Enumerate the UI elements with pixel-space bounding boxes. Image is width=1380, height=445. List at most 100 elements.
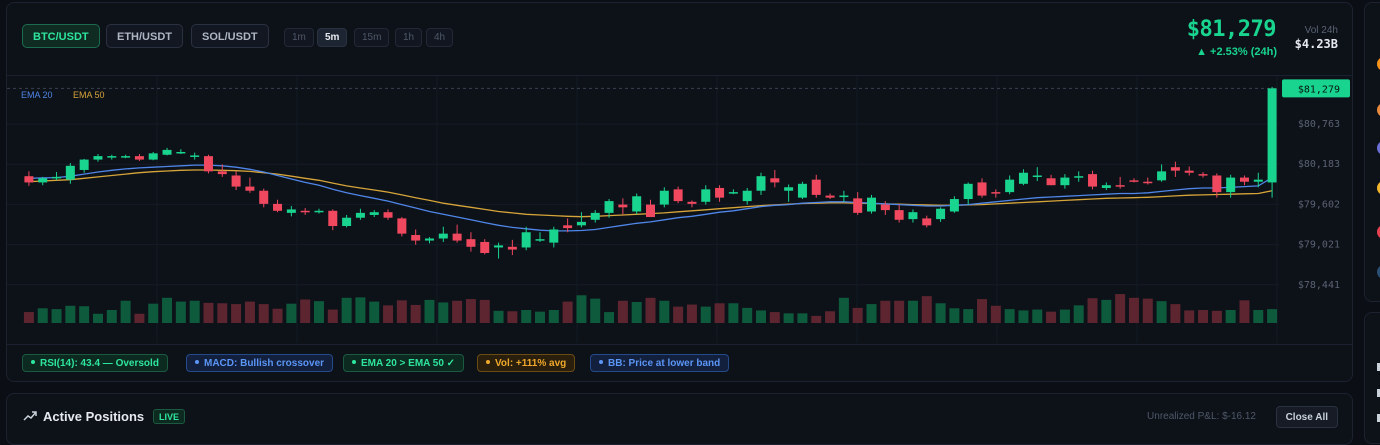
volume-bar [811, 315, 822, 323]
volume-bar [673, 306, 684, 323]
candle-body [38, 178, 48, 183]
candle-body [93, 156, 103, 160]
coin-icon[interactable] [1377, 265, 1380, 279]
volume-bar [852, 307, 863, 323]
volume-bar [120, 300, 131, 323]
candle-body [300, 210, 310, 213]
volume-bar [783, 313, 794, 323]
candle-body [797, 183, 807, 198]
candle-body [190, 155, 200, 157]
candle-body [107, 156, 117, 158]
candle-body [839, 195, 849, 198]
volume-bar [686, 304, 697, 323]
candle-body [245, 186, 255, 191]
candle-body [922, 218, 932, 226]
indicator-volume: Vol: +111% avg [477, 354, 576, 372]
candle-body [880, 204, 890, 211]
volume-bar [838, 297, 849, 323]
volume-bar [272, 308, 283, 323]
volume-bar [217, 303, 228, 323]
volume-bar [493, 310, 504, 323]
candle-body [784, 187, 794, 191]
candle-body [1157, 171, 1167, 181]
volume-bar [1046, 311, 1057, 323]
candle-body [604, 201, 614, 213]
indicator-bar: RSI(14): 43.4 — Oversold MACD: Bullish c… [7, 344, 1352, 381]
candle-body [632, 196, 642, 212]
candle-body [1267, 88, 1277, 183]
trending-up-icon [23, 410, 37, 425]
candle-body [894, 210, 904, 220]
candle-body [1115, 185, 1125, 187]
coin-icon[interactable] [1377, 103, 1380, 117]
volume-bar [921, 296, 932, 323]
candle-body [203, 156, 213, 172]
volume-bar [1184, 310, 1195, 323]
candle-body [1074, 176, 1084, 178]
volume-bar [134, 313, 145, 323]
candle-body [811, 179, 821, 195]
volume-label: Vol 24h [1304, 25, 1338, 36]
indicator-bollinger: BB: Price at lower band [590, 354, 730, 372]
candle-body [411, 235, 421, 241]
volume-bar [742, 307, 753, 323]
volume-bar [479, 299, 490, 323]
coin-icon[interactable] [1377, 141, 1380, 155]
volume-bar [963, 309, 974, 323]
current-price: $81,279 [1186, 17, 1277, 42]
candle-body [314, 210, 324, 213]
price-tick-label: $80,763 [1298, 119, 1340, 130]
candle-body [24, 176, 34, 183]
list-marker [1377, 389, 1380, 397]
volume-bar [327, 309, 338, 323]
candle-body [1198, 174, 1208, 176]
volume-bar [714, 303, 725, 323]
candlestick-chart[interactable]: $80,763 $80,183 $79,602 $79,021 $78,441 $81,2… [7, 76, 1352, 344]
volume-bar [949, 308, 960, 323]
pair-btc-usdt[interactable]: BTC/USDT [22, 24, 100, 48]
coin-icon[interactable] [1377, 57, 1380, 71]
candle-body [452, 233, 462, 241]
volume-bar [825, 311, 836, 323]
volume-bar [1142, 298, 1153, 323]
volume-bar [37, 308, 48, 323]
timeframe-1m[interactable]: 1m [284, 28, 314, 47]
volume-bar [438, 302, 449, 323]
price-tick-label: $78,441 [1298, 280, 1340, 291]
volume-bar [534, 311, 545, 323]
volume-bar [604, 312, 615, 323]
price-change: ▲ +2.53% (24h) [1196, 46, 1277, 58]
volume-bar [1101, 299, 1112, 323]
candle-body [1129, 180, 1139, 182]
pair-sol-usdt[interactable]: SOL/USDT [191, 24, 269, 48]
timeframe-4h[interactable]: 4h [426, 28, 454, 47]
candle-body [369, 212, 379, 215]
volume-bar [23, 312, 34, 323]
candle-body [756, 176, 766, 191]
volume-bar [562, 301, 573, 323]
candle-body [52, 176, 62, 179]
coin-icon[interactable] [1377, 225, 1380, 239]
pair-eth-usdt[interactable]: ETH/USDT [106, 24, 183, 48]
volume-bar [106, 309, 117, 323]
candle-body [466, 239, 476, 247]
volume-bar [866, 304, 877, 323]
volume-bar [1032, 309, 1043, 323]
candle-body [176, 151, 186, 154]
volume-bar [300, 299, 311, 323]
volume-bar [700, 306, 711, 323]
volume-bar [465, 299, 476, 323]
candle-body [1239, 177, 1249, 182]
volume-bar [1059, 309, 1070, 323]
candle-body [259, 190, 269, 204]
timeframe-1h[interactable]: 1h [395, 28, 423, 47]
candle-body [494, 245, 504, 248]
legend-ema20: EMA 20 [21, 90, 53, 100]
indicator-macd: MACD: Bullish crossover [186, 354, 334, 372]
price-tick-label: $79,602 [1298, 199, 1340, 210]
close-all-button[interactable]: Close All [1275, 406, 1338, 428]
timeframe-5m[interactable]: 5m [317, 28, 348, 47]
candle-body [1060, 177, 1070, 186]
coin-icon[interactable] [1377, 181, 1380, 195]
timeframe-15m[interactable]: 15m [354, 28, 390, 47]
